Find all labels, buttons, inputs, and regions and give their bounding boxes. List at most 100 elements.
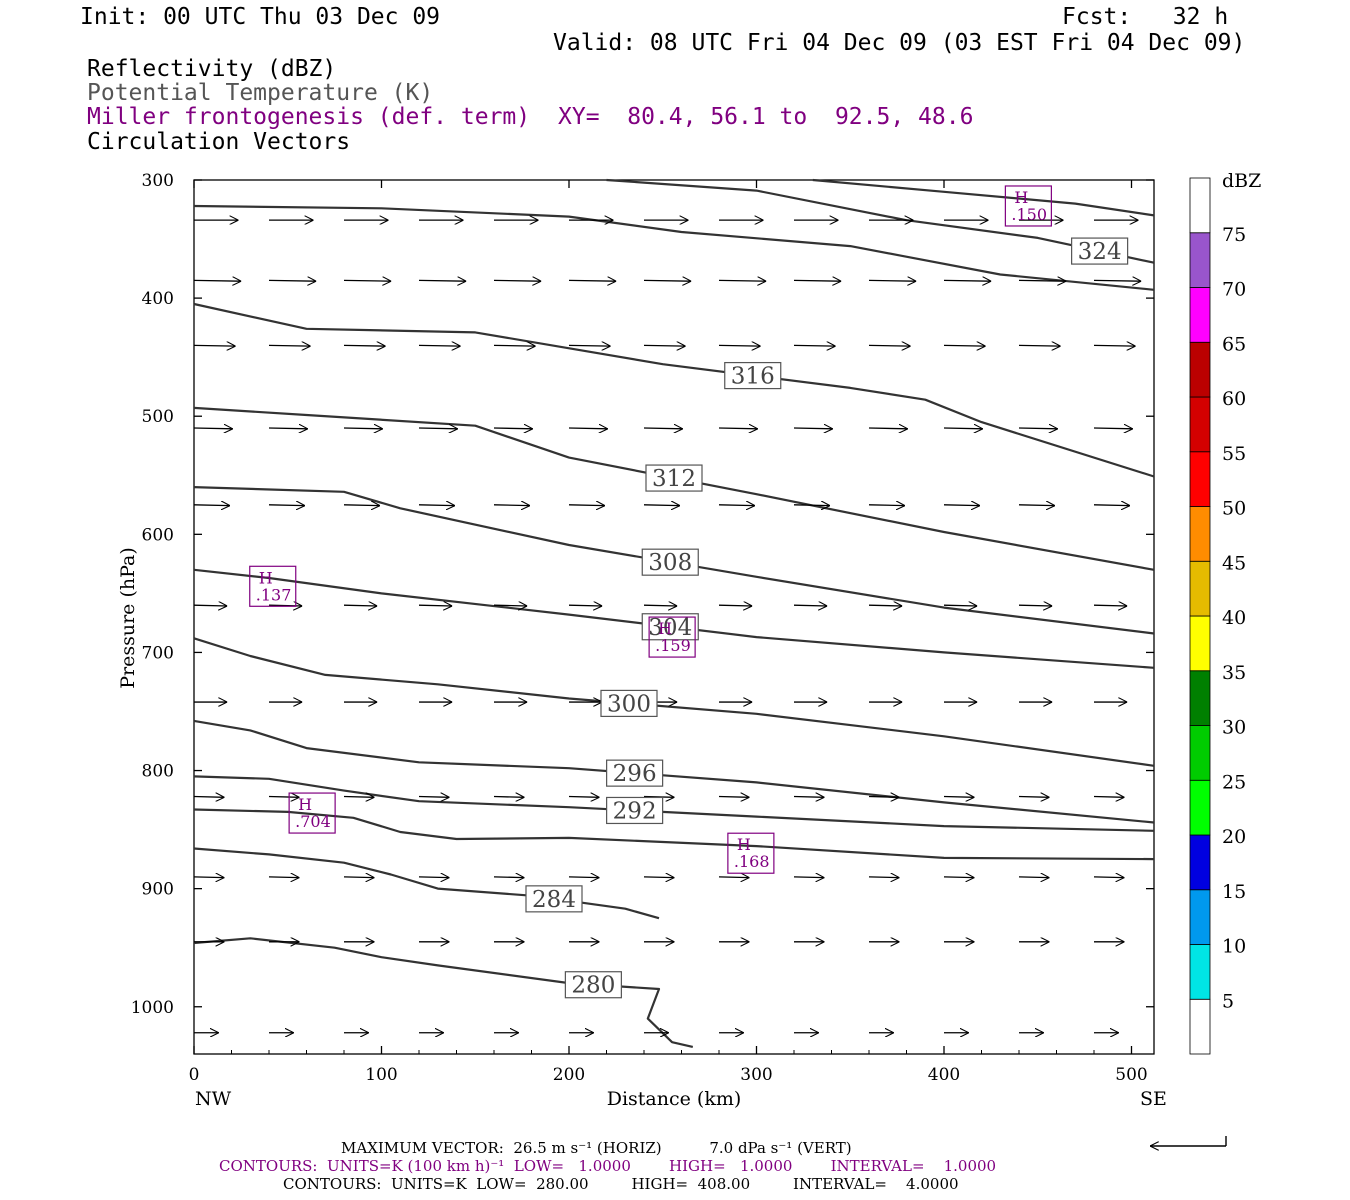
colorbar-label: 70 <box>1222 279 1246 301</box>
max-vector-note: MAXIMUM VECTOR: 26.5 m s⁻¹ (HORIZ) 7.0 d… <box>341 1139 852 1157</box>
x-end-left: NW <box>195 1088 232 1110</box>
contour-label-box <box>724 361 782 390</box>
circulation-vector <box>1018 428 1058 429</box>
valid-time: Valid: 08 UTC Fri 04 Dec 09 (03 EST Fri … <box>553 30 1246 56</box>
circulation-vector <box>793 877 824 878</box>
contours-fronto-note: CONTOURS: UNITS=K (100 km h)⁻¹ LOW= 1.00… <box>219 1157 997 1175</box>
circulation-vector <box>418 877 449 878</box>
colorbar-segment <box>1189 396 1211 453</box>
circulation-vector <box>268 428 308 429</box>
circulation-vector <box>418 505 455 506</box>
circulation-vector <box>643 280 691 281</box>
circulation-vector <box>493 797 524 798</box>
colorbar-segment <box>1189 232 1211 288</box>
fronto-max-box <box>249 565 297 607</box>
colorbar-label: 35 <box>1222 662 1246 684</box>
circulation-vector <box>268 280 316 281</box>
x-tick-label: 200 <box>553 1065 585 1085</box>
contour-label-box <box>645 464 703 492</box>
circulation-vector <box>868 345 911 346</box>
circulation-vector <box>493 605 527 606</box>
circulation-vector <box>868 797 899 798</box>
colorbar-label: 40 <box>1222 607 1246 629</box>
colorbar-label: 5 <box>1222 990 1234 1012</box>
contour-label-box <box>525 885 583 913</box>
plot-frame <box>193 179 1155 1055</box>
contour-label-box <box>641 613 699 641</box>
circulation-vector <box>868 877 899 878</box>
circulation-vector <box>868 605 902 606</box>
fronto-max-label: H <box>1014 188 1028 207</box>
circulation-vector <box>943 345 986 346</box>
contour-label-box <box>606 759 664 787</box>
colorbar-segment <box>1189 725 1211 781</box>
colorbar-label: 50 <box>1222 498 1246 520</box>
field-reflectivity: Reflectivity (dBZ) <box>87 56 337 82</box>
theta-contour-296 <box>193 719 1155 824</box>
theta-contour-312 <box>193 406 1155 571</box>
circulation-vector <box>793 345 836 346</box>
circulation-vector <box>643 428 683 429</box>
x-tick-label: 400 <box>928 1065 960 1085</box>
fronto-max-box <box>1004 185 1052 227</box>
circulation-vector <box>718 605 752 606</box>
theta-contour-320 <box>193 204 1155 291</box>
circulation-vector <box>418 345 461 346</box>
forecast-hour: Fcst: 32 h <box>1062 4 1229 30</box>
colorbar-label: 10 <box>1222 936 1246 958</box>
circulation-vector <box>568 877 599 878</box>
colorbar-unit: dBZ <box>1222 170 1261 192</box>
theta-contour-292 <box>193 775 1155 832</box>
contour-label: 296 <box>613 761 657 787</box>
fronto-max-box <box>727 832 775 874</box>
contour-label-box <box>641 548 699 576</box>
circulation-vector <box>418 428 458 429</box>
contour-label-box <box>606 796 664 825</box>
circulation-vector <box>718 505 755 506</box>
y-tick-label: 600 <box>142 525 174 545</box>
x-axis-title: Distance (km) <box>607 1088 742 1110</box>
circulation-vector <box>568 605 602 606</box>
fronto-max-value: .159 <box>655 636 691 655</box>
circulation-vector <box>193 605 227 606</box>
circulation-vector <box>343 797 374 798</box>
contour-label: 300 <box>607 691 651 717</box>
circulation-vector <box>343 505 380 506</box>
y-tick-label: 1000 <box>131 998 174 1018</box>
circulation-vector <box>793 605 827 606</box>
contour-label: 308 <box>648 550 692 576</box>
cross-section-endpoints: XY= 80.4, 56.1 to 92.5, 48.6 <box>558 104 974 130</box>
colorbar-segment <box>1189 779 1211 836</box>
colorbar-label: 60 <box>1222 388 1246 410</box>
contour-label: 292 <box>613 798 657 824</box>
circulation-vector <box>943 605 977 606</box>
contour-label: 280 <box>571 973 615 999</box>
circulation-vector <box>193 428 233 429</box>
colorbar-label: 20 <box>1222 826 1246 848</box>
y-tick-label: 700 <box>142 643 174 663</box>
circulation-vector <box>268 797 299 798</box>
circulation-vector <box>343 345 386 346</box>
circulation-vector <box>493 428 533 429</box>
theta-contour-304 <box>193 568 1155 669</box>
colorbar-segment <box>1189 998 1211 1055</box>
circulation-vector <box>418 280 466 281</box>
x-tick-label: 300 <box>740 1065 772 1085</box>
circulation-vector <box>343 280 391 281</box>
circulation-vector <box>1093 280 1141 281</box>
theta-contour-288 <box>193 808 1155 861</box>
fronto-max-box <box>648 616 696 658</box>
theta-contour-300 <box>193 637 1155 767</box>
circulation-vector <box>793 505 830 506</box>
contours-theta-note: CONTOURS: UNITS=K LOW= 280.00 HIGH= 408.… <box>283 1175 959 1193</box>
contour-label: 284 <box>532 887 576 913</box>
field-vectors: Circulation Vectors <box>87 129 351 155</box>
y-tick-label: 300 <box>142 171 174 191</box>
fronto-max-box <box>288 792 336 834</box>
circulation-vector <box>643 345 686 346</box>
reference-vector <box>1150 1136 1227 1146</box>
circulation-vector <box>493 877 524 878</box>
contour-label-box <box>600 689 658 718</box>
field-theta: Potential Temperature (K) <box>87 80 434 106</box>
